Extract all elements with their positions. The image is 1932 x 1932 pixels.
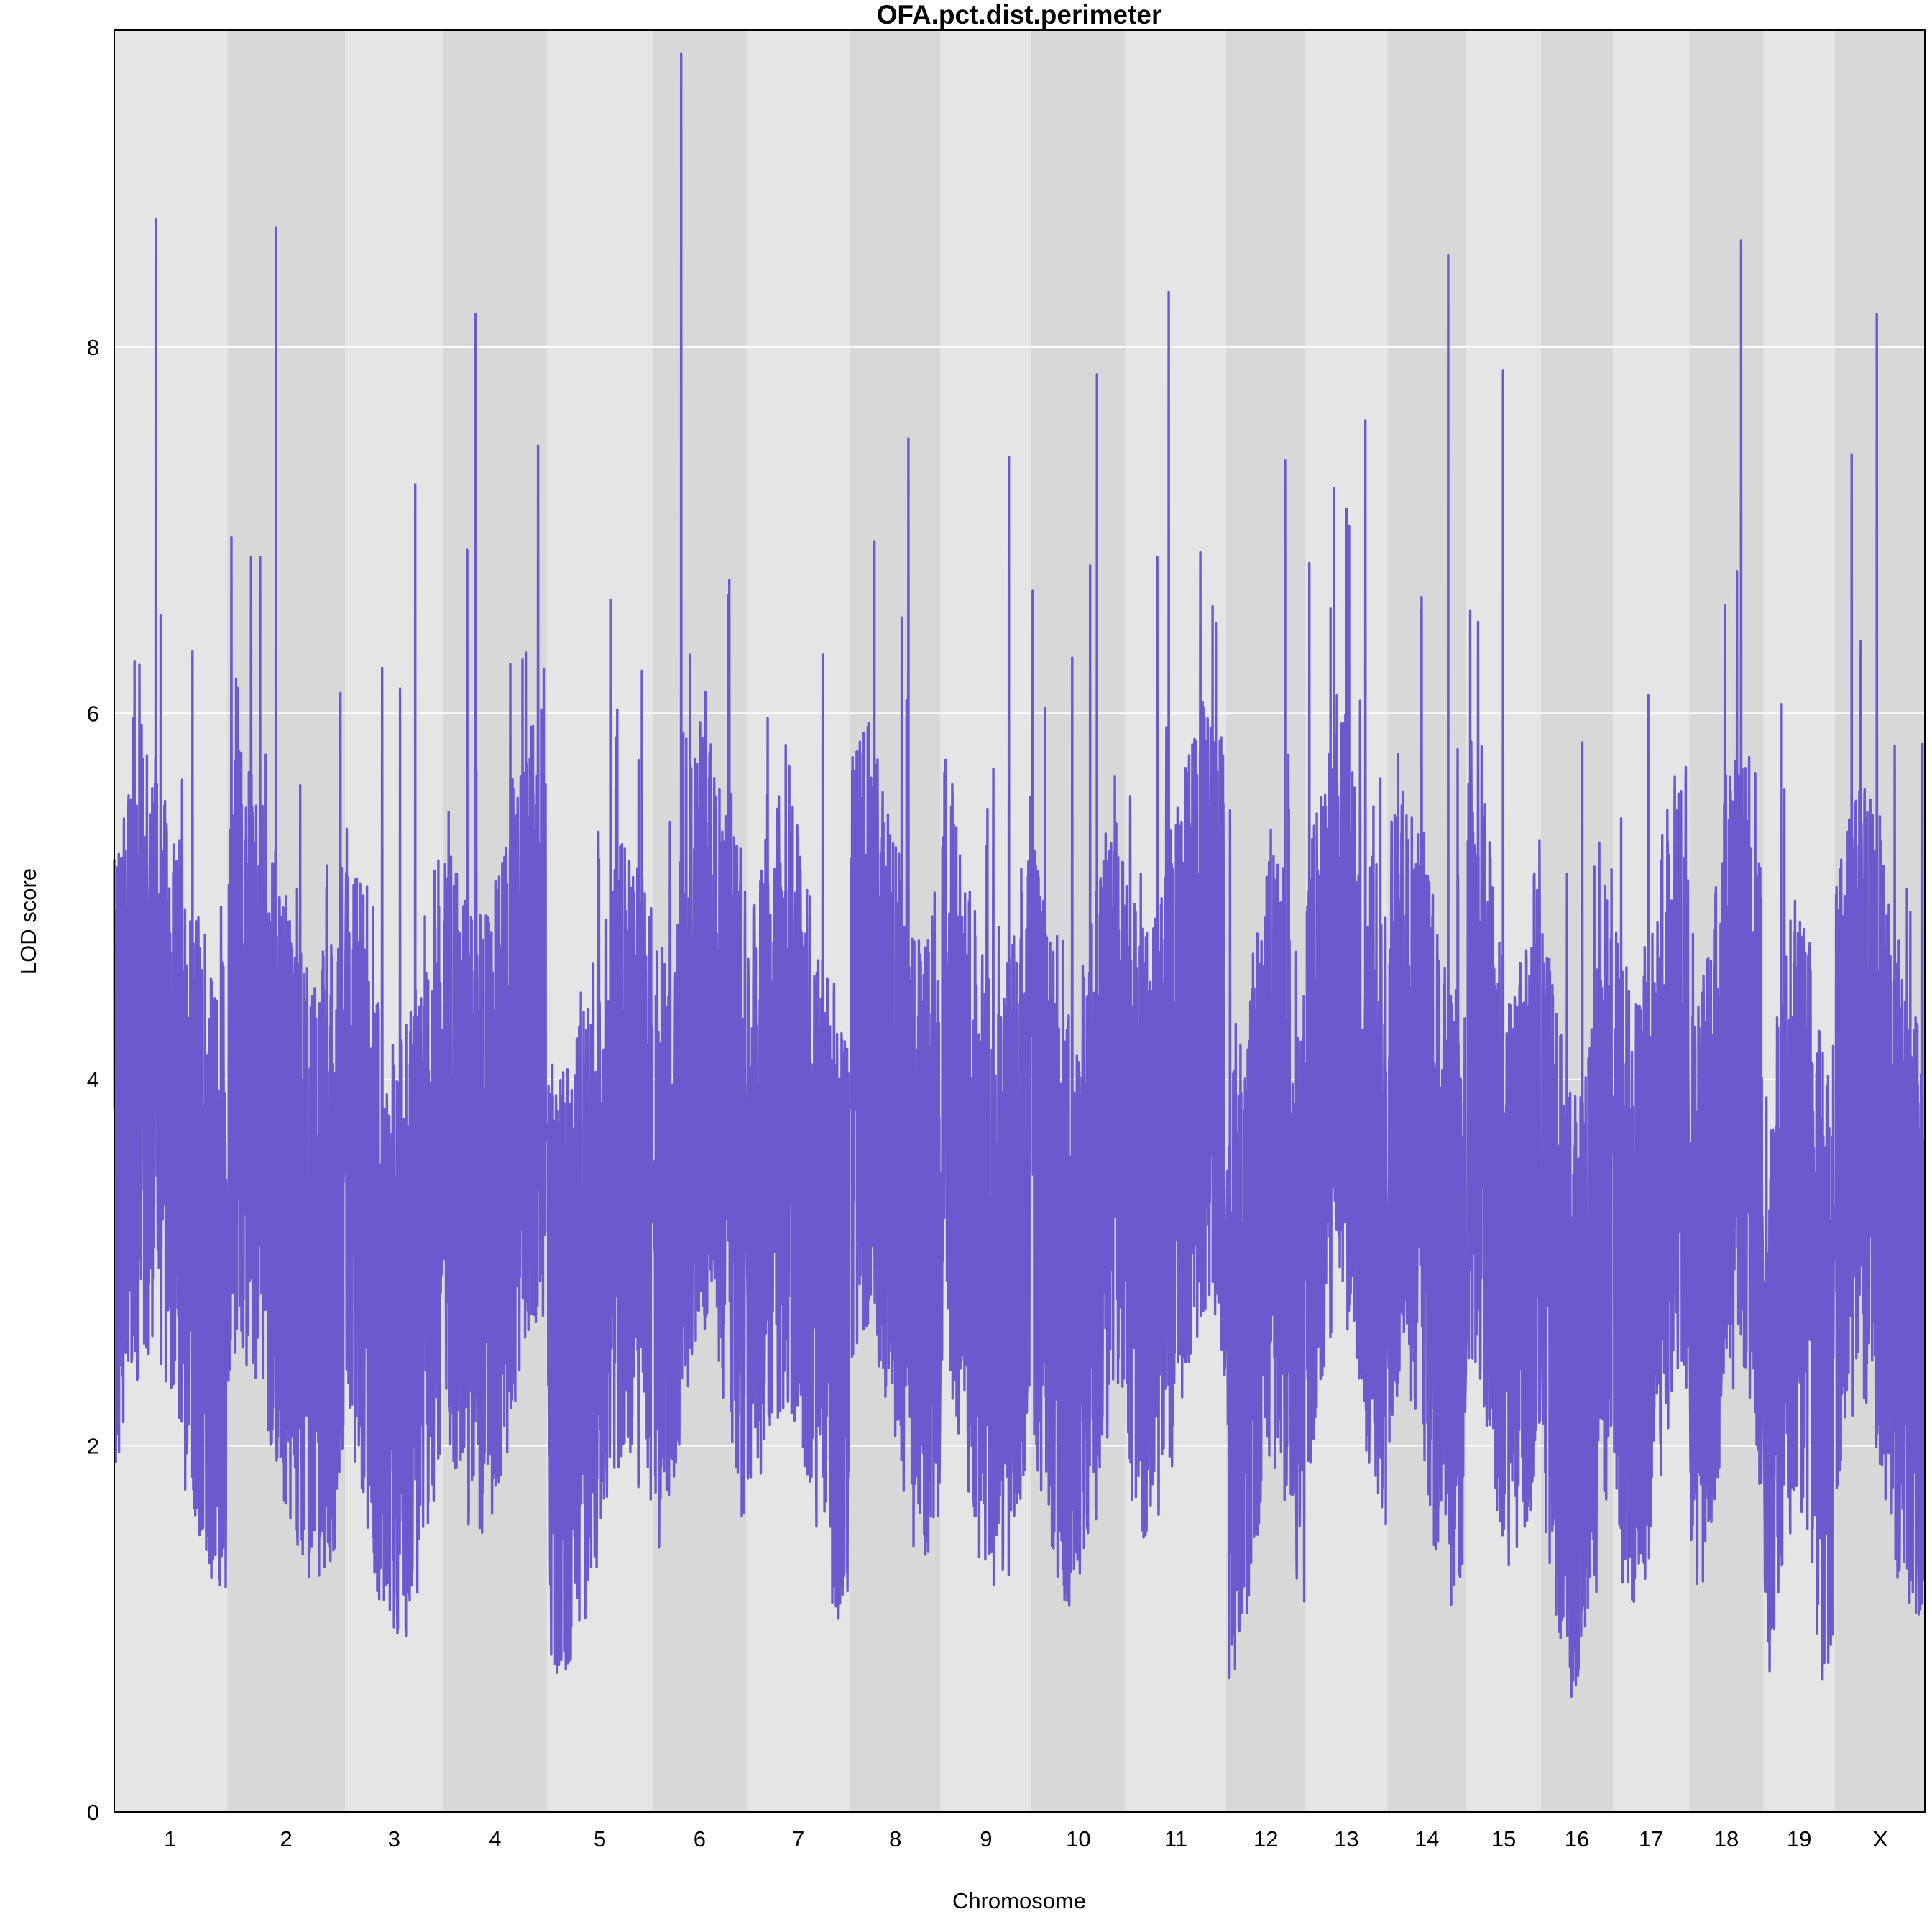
chart-title: OFA.pct.dist.perimeter	[877, 0, 1162, 29]
x-tick-label: 19	[1787, 1826, 1811, 1852]
x-tick-label: 3	[388, 1826, 400, 1852]
x-tick-label: 9	[980, 1826, 992, 1852]
x-tick-label: 17	[1639, 1826, 1663, 1852]
y-tick-label: 0	[87, 1800, 99, 1825]
x-tick-label: 12	[1254, 1826, 1278, 1852]
x-tick-label: 10	[1066, 1826, 1090, 1852]
x-tick-label: 1	[164, 1826, 176, 1852]
x-tick-label: 14	[1414, 1826, 1439, 1852]
x-tick-label: 8	[889, 1826, 901, 1852]
y-tick-label: 4	[87, 1067, 99, 1092]
x-axis-ticks: 1 2 3 4 5 6 7 8 9 10 11 12 13 14 15 16 17 18 19 X	[164, 1826, 1888, 1852]
x-tick-label: 13	[1334, 1826, 1358, 1852]
x-tick-label: 16	[1565, 1826, 1589, 1852]
lod-series-line	[113, 52, 1926, 1698]
y-tick-label: 2	[87, 1433, 99, 1458]
x-tick-label: 18	[1714, 1826, 1739, 1852]
y-tick-label: 8	[87, 335, 99, 360]
x-tick-label: X	[1873, 1826, 1888, 1852]
y-axis-label: LOD score	[16, 868, 41, 975]
x-tick-label: 2	[280, 1826, 292, 1852]
x-tick-label: 11	[1164, 1826, 1187, 1852]
x-tick-label: 5	[594, 1826, 606, 1852]
x-tick-label: 4	[489, 1826, 501, 1852]
plot-frame	[114, 29, 1926, 1813]
x-tick-label: 15	[1491, 1826, 1516, 1852]
y-axis-ticks: 0 2 4 6 8	[87, 335, 99, 1825]
x-axis-label: Chromosome	[952, 1888, 1086, 1913]
x-tick-label: 6	[694, 1826, 706, 1852]
y-tick-label: 6	[87, 701, 99, 726]
x-tick-label: 7	[792, 1826, 804, 1852]
